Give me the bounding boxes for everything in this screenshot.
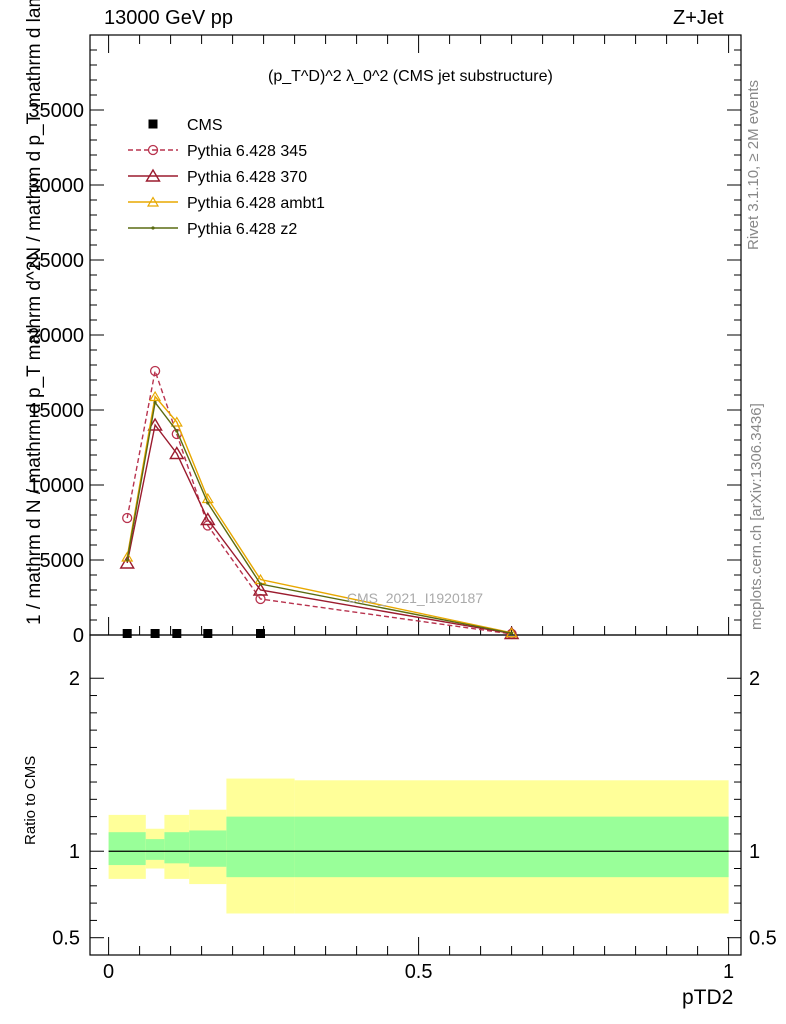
series-z2: [125, 400, 514, 635]
legend-label: Pythia 6.428 345: [187, 143, 307, 160]
legend-label: CMS: [187, 117, 223, 134]
main-y-axis-label: 1 / mathrm d N / mathrm d p_T mathrm d^2…: [24, 0, 45, 625]
main-y-tick-label: 0: [73, 625, 84, 647]
main-y-tick-label: 15000: [28, 400, 84, 422]
ratio-y-tick-label: 1: [69, 841, 80, 863]
data-point: [200, 512, 216, 526]
main-y-tick-label: 25000: [28, 250, 84, 272]
ratio-y-tick-label-right: 1: [749, 841, 760, 863]
series-line: [126, 368, 512, 635]
legend-marker: [151, 226, 155, 230]
data-point: [119, 555, 135, 569]
ratio-uncertainty-bands: [108, 778, 729, 914]
legend-label: Pythia 6.428 ambt1: [187, 195, 325, 212]
legend-label: Pythia 6.428 370: [187, 169, 307, 186]
ratio-y-axis-label: Ratio to CMS: [22, 755, 39, 845]
data-point: [258, 582, 263, 586]
data-point: [149, 365, 161, 377]
data-point: [150, 629, 160, 638]
main-y-tick-label: 35000: [28, 100, 84, 122]
data-point: [153, 400, 157, 405]
axis-ticks: 0 5000 10000 15000 20000 25000 30000 35000 0.5 0.…: [28, 35, 777, 983]
legend-marker: [148, 119, 158, 129]
legend-marker: [146, 196, 160, 207]
main-y-tick-label: 30000: [28, 175, 84, 197]
main-y-tick-label: 5000: [40, 550, 85, 572]
data-point: [175, 429, 179, 433]
side-label-rivet: Rivet 3.1.10, ≥ 2M events: [745, 80, 762, 250]
data-point: [203, 629, 213, 638]
band-stat-uncertainty: [226, 816, 295, 878]
series-line: [126, 394, 512, 634]
main-y-tick-label: 10000: [28, 475, 84, 497]
x-tick-label: 0.5: [405, 961, 433, 983]
watermark: CMS_2021_I1920187: [347, 590, 483, 606]
legend-marker: [147, 144, 159, 156]
data-point: [122, 512, 133, 524]
ratio-y-tick-label-right: 2: [749, 668, 760, 690]
legend-marker: [145, 168, 161, 182]
side-label-mcplots: mcplots.cern.ch [arXiv:1306.3436]: [748, 403, 765, 630]
chart-title: (p_T^D)^2 λ_0^2 (CMS jet substructure): [268, 68, 553, 85]
band-stat-uncertainty: [294, 816, 729, 878]
legend-label: Pythia 6.428 z2: [187, 221, 297, 238]
x-tick-label: 0: [103, 961, 114, 983]
main-y-tick-label: 20000: [28, 325, 84, 347]
data-point: [125, 558, 129, 562]
band-stat-uncertainty: [108, 832, 146, 866]
data-point: [206, 501, 210, 505]
series-line: [126, 400, 512, 634]
band-stat-uncertainty: [189, 830, 227, 867]
data-point: [122, 629, 132, 638]
data-point: [256, 629, 265, 638]
band-stat-uncertainty: [145, 839, 165, 860]
ratio-y-tick-label: 2: [69, 668, 80, 690]
data-point: [510, 631, 514, 635]
ratio-y-tick-label-right: 0.5: [749, 928, 777, 950]
legend: CMS Pythia 6.428 345 Pythia 6.428 370 Pythi…: [128, 117, 325, 238]
data-point: [169, 446, 185, 460]
x-tick-label: 1: [723, 961, 734, 983]
series-cms: [122, 629, 265, 638]
x-axis-label: pTD2: [682, 986, 734, 1009]
ratio-panel-frame: [89, 634, 742, 956]
band-stat-uncertainty: [164, 832, 190, 864]
ratio-y-tick-label: 0.5: [52, 928, 80, 950]
header-right: Z+Jet: [673, 7, 724, 29]
data-point: [172, 629, 182, 638]
header-left: 13000 GeV pp: [104, 7, 233, 29]
data-point: [252, 582, 269, 596]
series-line: [126, 423, 512, 635]
series-layer: [119, 365, 520, 640]
data-point: [149, 390, 162, 402]
data-point: [170, 416, 183, 427]
